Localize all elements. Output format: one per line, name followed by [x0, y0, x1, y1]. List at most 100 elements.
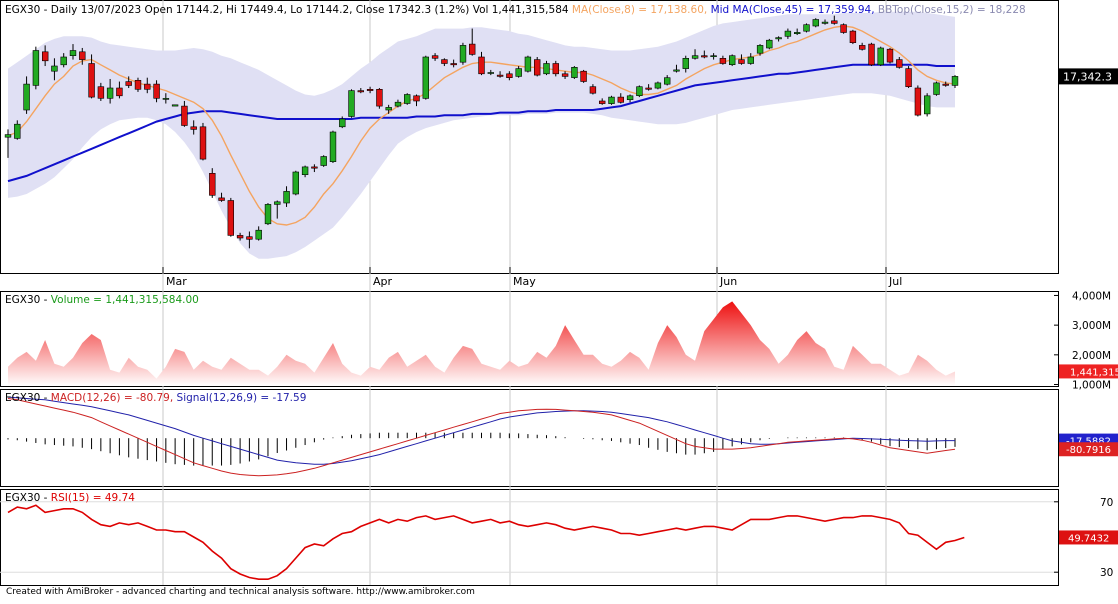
candle-body — [849, 30, 857, 44]
candle-body — [376, 89, 383, 107]
candle-body — [561, 73, 569, 77]
macd-last-box — [1059, 442, 1118, 457]
candle-body — [431, 55, 439, 59]
candle-body — [459, 45, 467, 63]
candle-body — [162, 98, 170, 100]
candle-body — [311, 166, 318, 169]
rsi-last-box — [1059, 530, 1118, 545]
candle-body — [144, 83, 151, 90]
candle-body — [654, 82, 662, 89]
candle-body — [468, 43, 476, 55]
candle-body — [218, 197, 225, 201]
price-header: EGX30 - Daily 13/07/2023 Open 17144.2, H… — [5, 4, 1026, 16]
candle-body — [116, 87, 123, 97]
x-tick-label: Jul — [888, 275, 902, 288]
candle-body — [710, 55, 717, 58]
candle-body — [580, 70, 587, 82]
candle-body — [524, 56, 532, 72]
candle-body — [840, 24, 847, 33]
candle-body — [942, 83, 949, 86]
candle-body — [636, 86, 643, 96]
candle-body — [209, 173, 216, 196]
candle-body — [793, 32, 801, 35]
candle-body — [450, 63, 457, 66]
volume-tick-label: 3,000M — [1072, 320, 1111, 332]
x-tick-label: Jun — [719, 275, 737, 288]
candle-body — [747, 56, 755, 64]
candle-body — [88, 63, 95, 98]
candle-body — [812, 19, 820, 27]
candle-body — [14, 123, 21, 139]
candle-body — [255, 229, 262, 240]
candle-body — [923, 95, 931, 115]
candle-body — [348, 90, 355, 117]
candle-body — [682, 57, 690, 69]
footer-credits: Created with AmiBroker - advanced charti… — [6, 587, 475, 597]
candle-body — [403, 94, 411, 104]
candle-body — [394, 101, 402, 107]
macd-header: EGX30 - MACD(12,26) = -80.79, Signal(12,… — [5, 392, 306, 404]
candle-body — [190, 126, 197, 130]
candle-body — [385, 107, 392, 111]
candle-body — [274, 201, 281, 205]
candle-body — [413, 95, 420, 102]
candle-body — [366, 89, 374, 91]
candle-body — [292, 171, 299, 195]
candle-body — [803, 24, 810, 32]
x-tick-label: May — [513, 275, 536, 288]
candle-body — [134, 80, 142, 90]
candle-body — [41, 51, 49, 62]
signal-last-label: -17.5882 — [1066, 437, 1111, 448]
candle-body — [626, 95, 634, 101]
rsi-tick-label: 70 — [1100, 497, 1113, 509]
candle-body — [69, 50, 77, 56]
candle-body — [589, 86, 597, 94]
candle-body — [831, 20, 838, 24]
candle-body — [775, 37, 782, 40]
candle-body — [691, 55, 699, 59]
candle-body — [515, 68, 522, 77]
candle-body — [571, 67, 578, 78]
candle-body — [236, 235, 244, 239]
candle-body — [125, 81, 132, 86]
candle-body — [663, 77, 671, 85]
candle-body — [487, 72, 494, 74]
candle-body — [264, 204, 272, 225]
candle-body — [246, 236, 253, 240]
last-price-label: 17,342.3 — [1063, 70, 1112, 83]
candle-body — [701, 55, 708, 58]
candle-body — [97, 86, 105, 99]
candle-body — [858, 45, 866, 50]
volume-last-label: 1,441,315 — [1070, 367, 1118, 378]
candle-body — [608, 96, 615, 104]
candle-body — [32, 50, 40, 86]
volume-area — [8, 301, 955, 386]
candle-body — [598, 100, 606, 104]
candle-body — [329, 131, 337, 163]
candle-body — [914, 87, 922, 116]
candle-body — [766, 39, 773, 49]
bollinger-band — [8, 11, 955, 259]
candle-body — [23, 83, 30, 111]
candle-body — [821, 21, 829, 24]
candle-body — [79, 51, 86, 60]
volume-tick-label: 4,000M — [1072, 290, 1111, 302]
mid-ma45-line — [7, 63, 955, 183]
candle-body — [4, 134, 12, 138]
candle-body — [543, 63, 550, 75]
candle-body — [951, 76, 959, 86]
candle-body — [506, 73, 513, 79]
candle-body — [673, 69, 680, 72]
candle-body — [933, 82, 940, 95]
last-price-box — [1059, 68, 1118, 85]
volume-header: EGX30 - Volume = 1,441,315,584.00 — [5, 294, 199, 306]
volume-tick-label: 1,000M — [1072, 380, 1111, 392]
rsi-last-label: 49.7432 — [1068, 533, 1109, 544]
candle-body — [199, 126, 207, 160]
candle-body — [106, 87, 114, 99]
signal-line — [7, 396, 955, 465]
candle-body — [283, 191, 290, 204]
candle-body — [171, 104, 179, 107]
